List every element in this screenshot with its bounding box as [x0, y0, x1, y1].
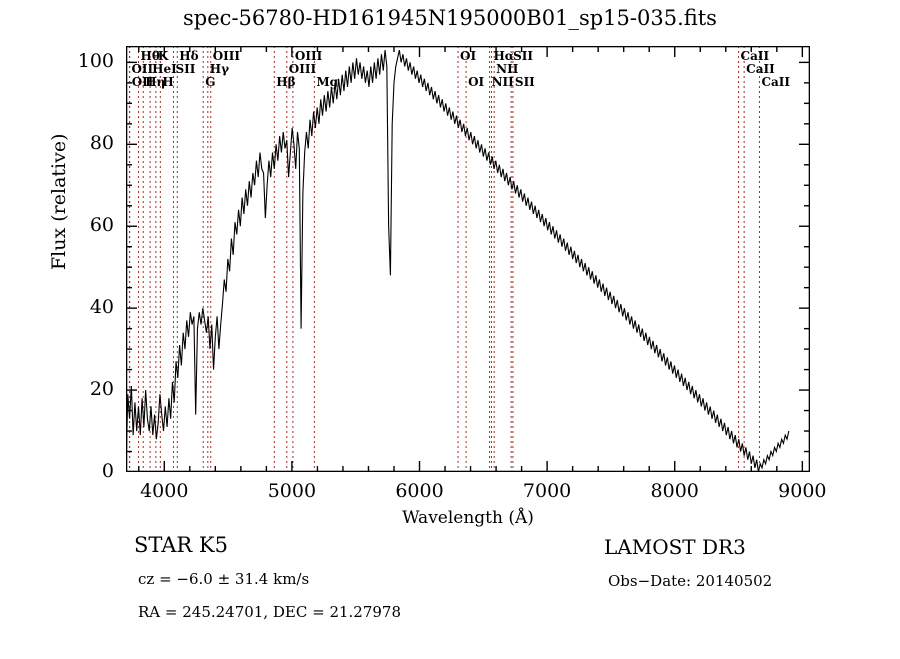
spectral-line-label: SII [175, 62, 196, 76]
spectral-line-label: Hδ [179, 49, 199, 63]
spectral-line-label: OI [460, 49, 477, 63]
page-title: spec-56780-HD161945N195000B01_sp15-035.f… [183, 6, 717, 30]
spectrum-svg [126, 46, 810, 472]
spectral-line-label: NII [496, 62, 519, 76]
spectral-line-label: OIII [212, 49, 241, 63]
spectral-line-label: Mg [316, 75, 339, 89]
survey-release-text: LAMOST DR3 [604, 535, 746, 559]
spectral-line-label: NII [491, 75, 514, 89]
observation-date-text: Obs−Date: 20140502 [608, 572, 773, 590]
spectral-line-label: CaII [740, 49, 770, 63]
spectral-line-label: SII [514, 75, 535, 89]
x-tick-label: 6000 [395, 480, 444, 502]
spectral-line-label: OIII [288, 62, 317, 76]
y-tick-label: 100 [77, 50, 114, 73]
spectral-line-label: H [162, 75, 174, 89]
spectral-line-label: OII [131, 75, 154, 89]
spectral-line-label: OII [131, 62, 154, 76]
spectral-line-label: Hη [145, 75, 166, 89]
y-tick-label: 80 [89, 132, 114, 155]
redshift-velocity-text: cz = −6.0 ± 31.4 km/s [138, 570, 310, 588]
y-tick-label: 0 [101, 460, 114, 482]
y-axis-title: Flux (relative) [48, 134, 88, 659]
x-tick-label: 9000 [778, 480, 827, 502]
spectral-line-label: HeI [152, 62, 177, 76]
x-tick-label: 7000 [522, 480, 572, 502]
y-tick-label: 40 [89, 296, 114, 319]
spectral-line-label: Hβ [276, 75, 296, 89]
x-tick-label: 4000 [140, 480, 189, 502]
spectral-line-label: OIII [294, 49, 323, 63]
plot-border [126, 46, 810, 472]
y-tick-label: 20 [89, 378, 114, 401]
spectral-line-label: OI [468, 75, 485, 89]
plot-frame [126, 46, 810, 472]
x-tick-label: 8000 [650, 480, 699, 502]
object-class-text: STAR K5 [134, 533, 228, 557]
spectral-line-label: SII [513, 49, 534, 63]
coordinates-text: RA = 245.24701, DEC = 21.27978 [138, 603, 402, 621]
y-axis-title-text: Flux (relative) [48, 133, 70, 271]
x-axis-title: Wavelength (Å) [402, 508, 534, 528]
spectral-line-label: G [205, 75, 216, 89]
spectrum-plot [126, 46, 810, 472]
spectral-line-label: CaII [746, 62, 775, 76]
spectral-line-label: CaII [761, 75, 791, 89]
spectrum-trace [126, 49, 790, 472]
y-tick-label: 60 [89, 214, 114, 237]
spectral-line-label: Hγ [209, 62, 230, 76]
x-tick-label: 5000 [267, 480, 317, 502]
spectral-line-label: Hθ [140, 49, 160, 63]
spectral-line-label: K [157, 49, 169, 63]
spectral-line-label: Hα [493, 49, 515, 63]
